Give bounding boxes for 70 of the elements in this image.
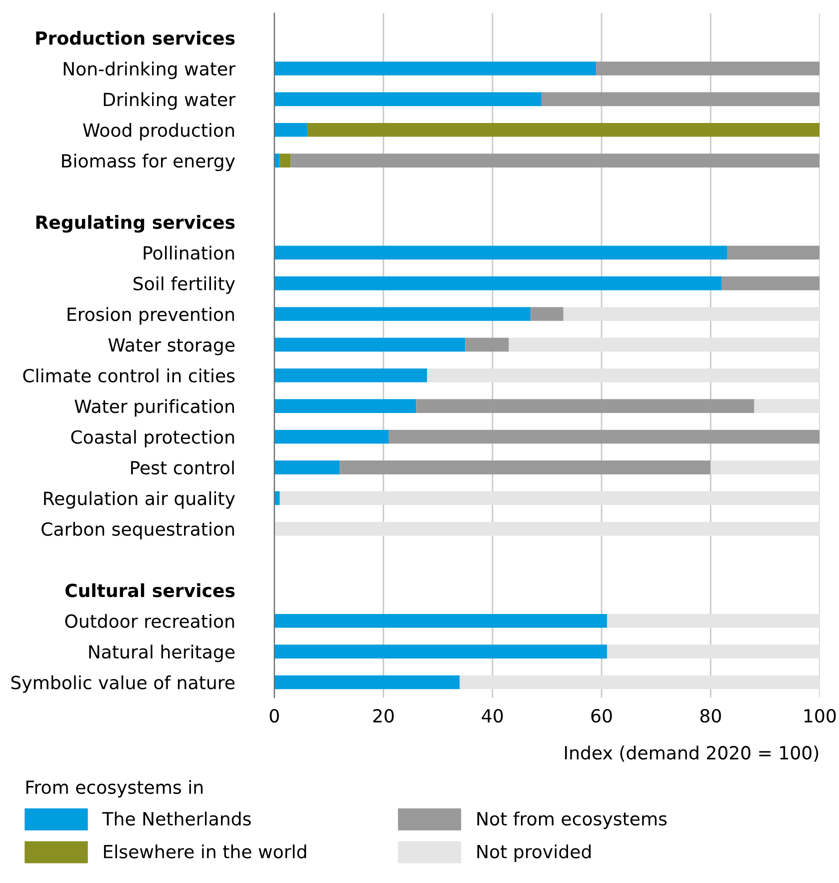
y-tick-label: Drinking water (104, 92, 236, 110)
bar (542, 92, 820, 106)
bar (274, 62, 596, 76)
legend-label: Elsewhere in the world (104, 844, 306, 858)
legend-label: Not provided (477, 844, 591, 862)
bar (274, 122, 308, 137)
legend-label: The Netherlands (102, 812, 251, 826)
x-tick-label: 40 (482, 709, 503, 723)
y-tick-label: Carbon sequestration (42, 522, 234, 540)
bar (274, 399, 416, 413)
x-tick-label: 60 (591, 709, 612, 723)
bar (274, 368, 428, 382)
bar (274, 522, 820, 536)
x-tick-label: 100 (804, 709, 836, 723)
bar (274, 154, 280, 168)
bar (460, 675, 820, 690)
bar (274, 338, 466, 352)
y-tick-label: Regulation air quality (44, 491, 235, 509)
x-axis-title: Index (demand 2020 = 100) (565, 746, 818, 762)
bar (416, 399, 754, 413)
bar (280, 154, 291, 168)
y-tick-label: Erosion prevention (68, 307, 234, 325)
bar (722, 276, 820, 290)
x-tick-label: 20 (373, 709, 394, 723)
bar (274, 491, 280, 506)
bar (563, 307, 820, 321)
y-tick-label: Water purification (74, 399, 234, 417)
bar (274, 276, 722, 290)
y-tick-label: Soil fertility (134, 276, 235, 294)
y-tick-label: Natural heritage (89, 644, 235, 662)
bar (607, 644, 820, 658)
bar (596, 62, 820, 76)
legend-label: Not from ecosystems (477, 812, 667, 830)
bar (280, 491, 820, 506)
bar (508, 338, 820, 352)
bar (274, 460, 340, 474)
bar (754, 399, 820, 413)
bar (465, 338, 509, 352)
y-tick-label: Outdoor recreation (65, 614, 234, 628)
bar (427, 368, 820, 382)
bar (274, 92, 542, 106)
y-tick-label: Climate control in cities (23, 368, 235, 382)
bar (274, 430, 389, 444)
bar (388, 430, 820, 444)
bar (274, 246, 727, 260)
legend-title: From ecosystems in (26, 780, 203, 798)
bar (530, 307, 564, 321)
bar (290, 154, 820, 168)
bar (274, 614, 608, 628)
y-tick-label: Non-drinking water (64, 62, 236, 80)
bar (340, 460, 711, 474)
y-tick-label: Pest control (131, 460, 234, 475)
y-tick-label: Water storage (108, 338, 235, 356)
y-tick-label: Cultural services (65, 583, 235, 598)
bar (726, 246, 820, 260)
bar (274, 675, 460, 690)
y-tick-label: Wood production (83, 122, 234, 140)
y-tick-label: Production services (36, 30, 235, 45)
bar (607, 614, 820, 628)
y-tick-label: Biomass for energy (62, 154, 235, 172)
bar (274, 644, 608, 658)
bar (274, 307, 531, 321)
y-tick-label: Coastal protection (71, 430, 234, 448)
y-tick-label: Symbolic value of nature (11, 675, 234, 693)
x-tick-label: 0 (270, 709, 279, 723)
bar (710, 460, 820, 474)
y-tick-label: Regulating services (36, 215, 235, 233)
y-tick-label: Pollination (144, 246, 234, 260)
bar (307, 122, 820, 137)
x-tick-label: 80 (700, 709, 721, 723)
